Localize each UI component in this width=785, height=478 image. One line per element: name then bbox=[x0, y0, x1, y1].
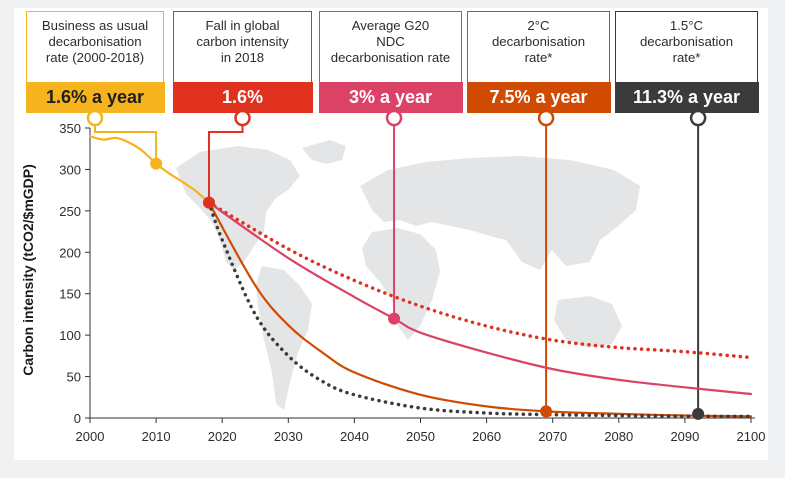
header-label: 1.5°C decarbonisation rate* bbox=[639, 18, 734, 65]
axes: 0 50 100 150 200 250 300 350 2000 2010 2020 2030 204… bbox=[59, 121, 765, 444]
y-tick-label: 350 bbox=[59, 121, 81, 136]
series-line bbox=[207, 200, 753, 419]
header-value: 1.6% bbox=[172, 81, 313, 113]
series-line bbox=[207, 200, 753, 360]
y-axis-label: Carbon intensity (tCO2/$mGDP) bbox=[20, 164, 36, 376]
x-tick-label: 2080 bbox=[604, 429, 633, 444]
header-value: 1.6% a year bbox=[25, 81, 165, 113]
x-tick-label: 2090 bbox=[670, 429, 699, 444]
header-1-5c: 1.5°C decarbonisation rate* 11.3% a year bbox=[614, 11, 759, 113]
x-tick-label: 2070 bbox=[538, 429, 567, 444]
header-fall-2018: Fall in global carbon intensity in 2018 … bbox=[172, 11, 313, 113]
connector-anchor bbox=[689, 109, 707, 127]
connector-anchor bbox=[86, 109, 104, 127]
x-tick-label: 2060 bbox=[472, 429, 501, 444]
x-tick-label: 2030 bbox=[274, 429, 303, 444]
header-g20-ndc: Average G20 NDC decarbonisation rate 3% … bbox=[318, 11, 463, 113]
header-business-as-usual: Business as usual decarbonisation rate (… bbox=[25, 11, 165, 113]
header-2c: 2°C decarbonisation rate* 7.5% a year bbox=[466, 11, 611, 113]
header-value: 3% a year bbox=[318, 81, 463, 113]
header-label: Average G20 NDC decarbonisation rate bbox=[330, 18, 451, 65]
y-tick-label: 250 bbox=[59, 204, 81, 219]
series-line bbox=[207, 201, 753, 396]
x-tick-label: 2050 bbox=[406, 429, 435, 444]
world-map-background bbox=[176, 140, 640, 410]
data-point-marker bbox=[388, 312, 401, 325]
markers bbox=[150, 157, 705, 420]
data-point-marker bbox=[150, 157, 163, 170]
y-tick-label: 300 bbox=[59, 162, 81, 177]
x-tick-label: 2020 bbox=[208, 429, 237, 444]
y-tick-label: 0 bbox=[74, 411, 81, 426]
connector-anchor bbox=[537, 109, 555, 127]
series-lines bbox=[88, 135, 753, 419]
x-tick-label: 2100 bbox=[737, 429, 766, 444]
x-tick-label: 2040 bbox=[340, 429, 369, 444]
data-point-marker bbox=[692, 407, 705, 420]
x-tick-label: 2010 bbox=[142, 429, 171, 444]
header-label: Fall in global carbon intensity in 2018 bbox=[196, 18, 289, 65]
header-value: 11.3% a year bbox=[614, 81, 759, 113]
x-tick-label: 2000 bbox=[76, 429, 105, 444]
data-point-marker bbox=[540, 405, 553, 418]
header-label: Business as usual decarbonisation rate (… bbox=[41, 18, 149, 65]
connector-anchor bbox=[385, 109, 403, 127]
y-tick-label: 150 bbox=[59, 287, 81, 302]
y-tick-label: 50 bbox=[67, 370, 81, 385]
data-point-marker bbox=[202, 196, 215, 209]
header-value: 7.5% a year bbox=[466, 81, 611, 113]
series-line bbox=[88, 135, 211, 204]
connector-lines bbox=[86, 109, 707, 414]
header-label: 2°C decarbonisation rate* bbox=[491, 18, 586, 65]
y-tick-label: 200 bbox=[59, 245, 81, 260]
connector-anchor bbox=[234, 109, 251, 127]
y-tick-label: 100 bbox=[59, 328, 81, 343]
